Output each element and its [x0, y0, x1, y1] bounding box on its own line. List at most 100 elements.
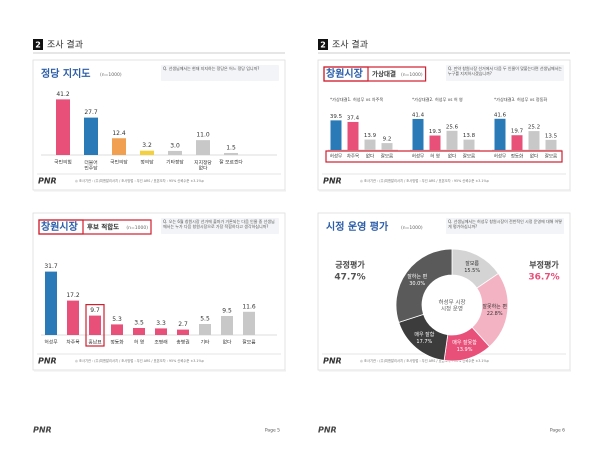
category-label: 정동화	[110, 339, 124, 346]
category-label: 허 영	[430, 153, 440, 160]
page-number: Page 5	[265, 428, 280, 434]
bar	[45, 271, 57, 335]
value-label: 31.7	[44, 263, 58, 270]
page: 2 조사 결과 PNR Page 5 정당 지지도 (n=1000) Q. 선생님께서는 현…	[32, 39, 286, 435]
value-label: 17.2	[66, 292, 80, 299]
category-label: 없다	[448, 153, 457, 160]
bar	[111, 324, 123, 335]
bar	[224, 152, 238, 155]
donut-segment	[395, 248, 453, 323]
slide-shadow	[34, 190, 286, 192]
value-label: 9.7	[90, 307, 100, 314]
value-label: 5.5	[200, 316, 210, 323]
value-label: 41.2	[56, 91, 70, 98]
slide: 정당 지지도 (n=1000) Q. 선생님께서는 현재 지지하는 정당은 어느 정…	[32, 59, 286, 192]
category-label: 지지정당 없다	[194, 159, 212, 172]
question-holder: Q. 선생님께서는 허성무 창원시장이 전반적인 시정 운영에 대해 어떻게 평…	[448, 219, 562, 229]
header-number-box	[33, 39, 43, 50]
bar	[199, 324, 211, 335]
category-label: 정의당	[140, 159, 154, 166]
bar	[89, 315, 101, 335]
header-number-box	[318, 39, 328, 50]
bar	[347, 121, 359, 150]
slide-logo: PNR	[38, 177, 57, 186]
slide-frame	[32, 59, 286, 191]
title-highlight-box	[38, 219, 152, 235]
sample-size: (n=1000)	[401, 72, 423, 78]
value-label: 3.0	[170, 142, 180, 149]
value-label: 9.2	[383, 137, 392, 143]
value-label: 13.8	[463, 133, 476, 139]
value-label: 11.0	[196, 132, 210, 139]
slide-shadow	[319, 370, 571, 372]
bar	[168, 150, 182, 155]
bar	[155, 328, 167, 335]
slide-title: 정당 지지도	[41, 67, 90, 80]
header-title: 조사 결과	[47, 40, 83, 51]
title-highlight-box	[323, 66, 427, 82]
bar	[545, 139, 557, 150]
question-box	[446, 218, 564, 234]
slide-title-highlight: 창원시장	[41, 220, 79, 233]
footnote: ◎ 조사기관 : (주)피앤알리서치 / 조사방법 : 무선 ARS / 표본오…	[75, 358, 204, 363]
slide: 창원시장 후보 적합도 (n=1000) Q. 오는 6월 창원시장 선거에 출마가 …	[32, 212, 286, 372]
value-label: 3.5	[134, 320, 144, 327]
group-title: *가상대결2. 허성무 vs 허 영	[412, 96, 463, 103]
slide-shadow	[34, 370, 286, 372]
negative-name: 부정평가	[529, 260, 559, 270]
category-label: 국민의힘	[54, 159, 72, 166]
sample-size: (n=1000)	[401, 225, 423, 231]
positive-label: 47.7%	[334, 273, 365, 283]
negative-label: 36.7%	[528, 273, 559, 283]
bar	[221, 316, 233, 335]
header-number: 2	[35, 41, 41, 50]
category-label: 허성무	[330, 153, 342, 160]
category-label: 잘모름	[242, 339, 256, 346]
footnote: ◎ 조사기관 : (주)피앤알리서치 / 조사방법 : 무선 ARS / 표본오…	[360, 178, 489, 183]
value-label: 19.7	[511, 129, 524, 135]
bar	[330, 120, 342, 150]
question: Q. 선생님께서는 현재 지지하는 정당은 어느 정당 입니까?	[163, 66, 260, 71]
segment-name: 잘못하는 편	[482, 303, 507, 310]
value-label: 5.3	[112, 316, 122, 323]
category-label: 허성무	[412, 153, 424, 160]
slide-title: 후보 적합도	[87, 222, 119, 231]
bar	[528, 131, 540, 150]
value-label: 3.3	[156, 320, 166, 327]
question-box	[446, 65, 564, 81]
segment-name: 매우 잘못함	[452, 339, 477, 346]
footnote: ◎ 조사기관 : (주)피앤알리서치 / 조사방법 : 무선 ARS / 표본오…	[75, 178, 204, 183]
slide: 시정 운영 평가 (n=1000) Q. 선생님께서는 허성무 창원시장이 전반적인…	[317, 212, 571, 372]
bar	[364, 139, 376, 150]
bar	[56, 99, 70, 155]
segment-label: 15.5%	[464, 268, 480, 274]
value-label: 11.6	[242, 303, 256, 310]
value-label: 41.4	[412, 112, 425, 118]
highlight-box	[85, 304, 105, 347]
category-label: 조명래	[154, 339, 167, 346]
header-title: 조사 결과	[332, 40, 368, 51]
value-label: 41.6	[494, 112, 507, 118]
category-label: 잘 모르겠다	[219, 159, 243, 166]
page-logo: PNR	[318, 426, 337, 435]
slide-frame	[32, 212, 286, 371]
value-label: 2.7	[178, 321, 188, 328]
slide-title: 가상대결	[372, 69, 396, 78]
question-box	[161, 65, 279, 81]
bar	[446, 130, 458, 150]
category-label: 허성무	[494, 153, 506, 160]
category-label: 없다	[530, 153, 539, 160]
sample-size: (n=1000)	[100, 72, 122, 78]
category-label: 잘모름	[545, 153, 557, 160]
slide-title: 시정 운영 평가	[326, 220, 389, 233]
positive-name: 긍정평가	[335, 260, 365, 270]
value-label: 25.2	[528, 125, 540, 131]
segment-label: 22.8%	[487, 311, 503, 317]
bar	[177, 329, 189, 335]
category-label: 차주목	[66, 339, 80, 346]
category-label: 없다	[366, 153, 375, 160]
question-holder: Q. 만약 창원시장 선거에서 다음 두 인물이 맞붙는다면 선생님께서는 누구…	[448, 66, 562, 76]
bar	[84, 117, 98, 155]
category-label: 정동화	[511, 153, 523, 160]
